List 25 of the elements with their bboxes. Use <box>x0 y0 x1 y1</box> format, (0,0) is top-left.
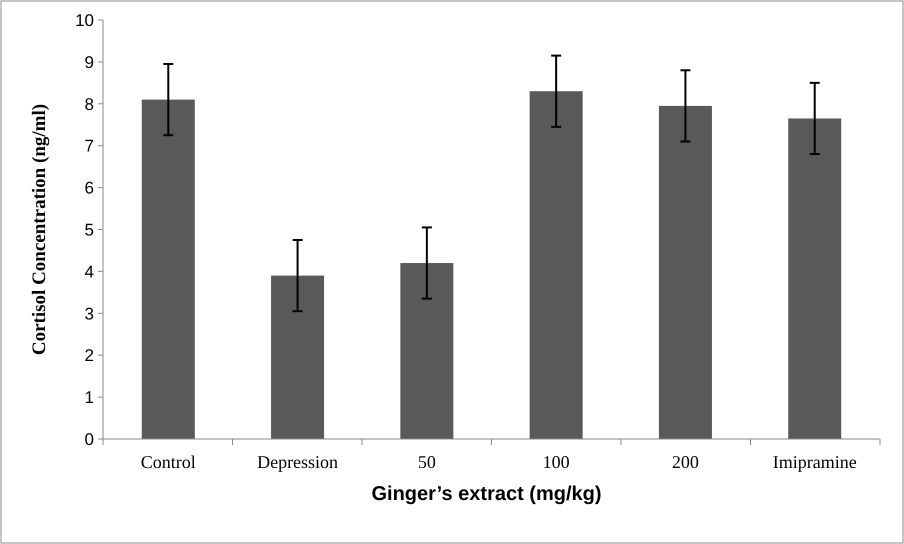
x-tick-label: 50 <box>418 452 436 472</box>
y-tick-label: 1 <box>84 388 94 408</box>
bar <box>788 118 842 439</box>
x-tick-label: Control <box>140 452 196 472</box>
y-axis-title: Cortisol Concentration (ng/ml) <box>29 104 50 356</box>
x-tick-label: 100 <box>542 452 570 472</box>
x-tick-label: 200 <box>672 452 699 472</box>
y-tick-label: 10 <box>75 10 94 30</box>
y-tick-label: 5 <box>84 220 94 240</box>
bar <box>142 100 195 439</box>
y-tick-label: 7 <box>84 136 94 156</box>
y-tick-label: 8 <box>84 94 94 114</box>
y-tick-label: 3 <box>84 304 94 324</box>
bar <box>271 276 324 439</box>
y-tick-label: 9 <box>84 52 94 72</box>
y-tick-label: 2 <box>84 346 94 366</box>
bar <box>400 263 454 439</box>
x-tick-label: Imipramine <box>772 452 857 472</box>
y-tick-label: 4 <box>84 262 94 282</box>
bar <box>658 106 712 439</box>
y-tick-label: 6 <box>84 178 94 198</box>
x-axis-title: Ginger’s extract (mg/kg) <box>371 483 602 505</box>
bar <box>530 91 583 439</box>
y-tick-label: 0 <box>84 430 94 449</box>
x-tick-label: Depression <box>257 452 338 472</box>
